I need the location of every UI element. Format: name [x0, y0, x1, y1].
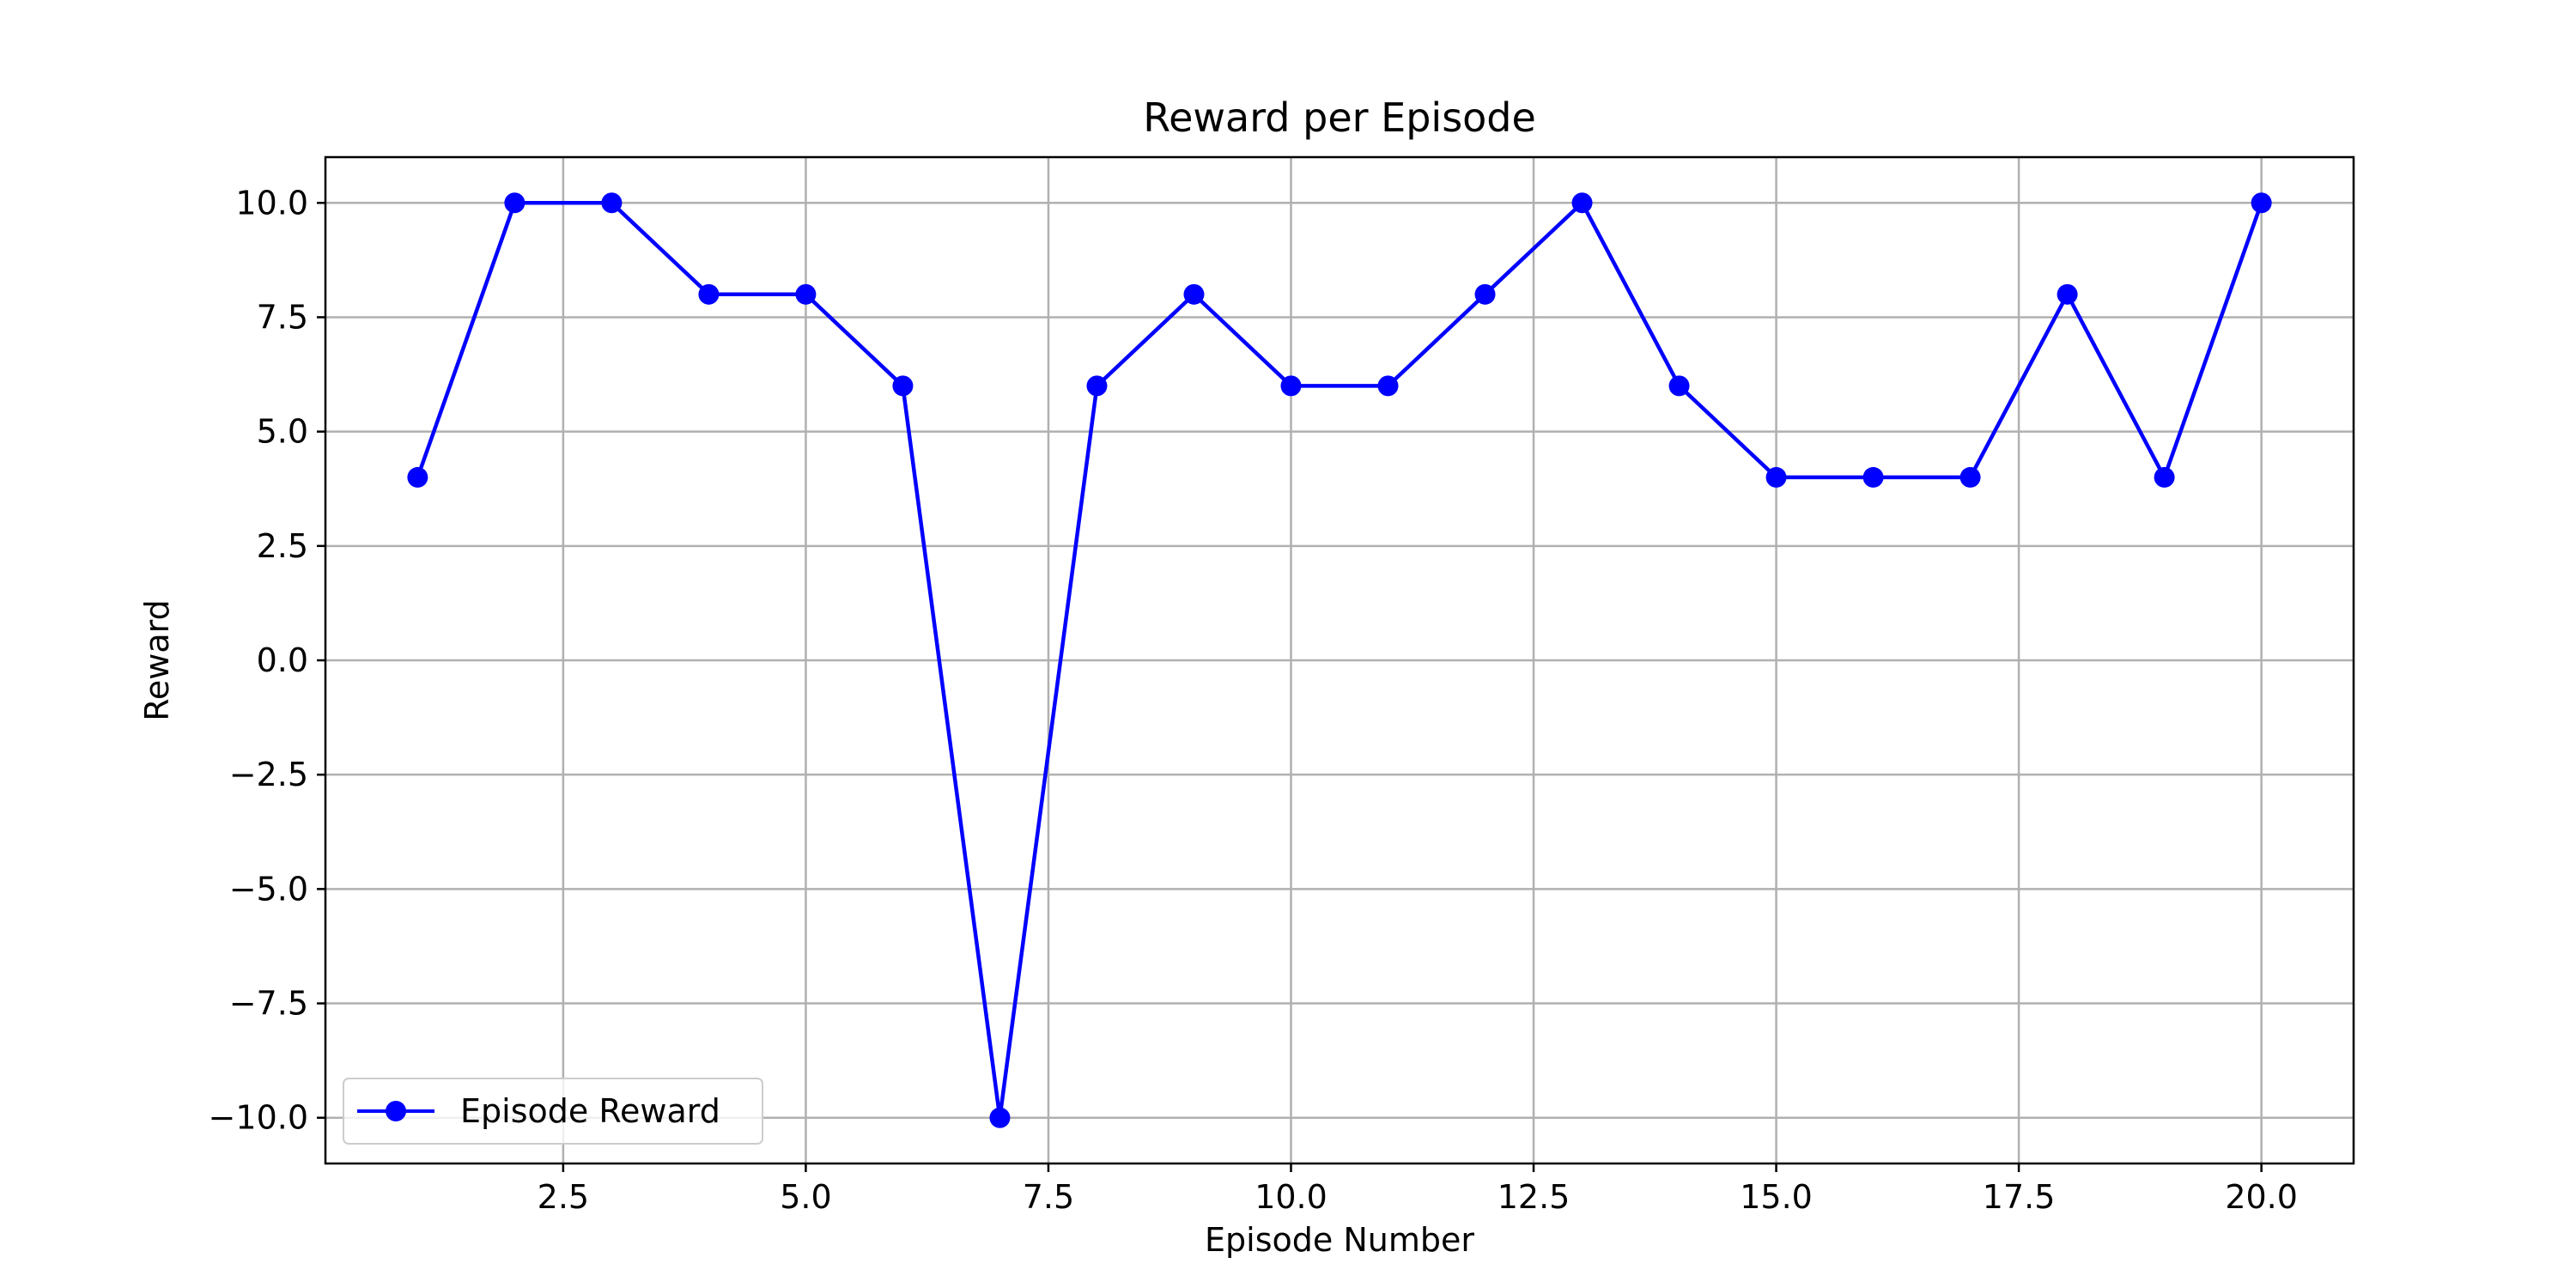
data-point-episode-20: [2251, 192, 2272, 214]
y-tick-label-3: −2.5: [229, 756, 308, 793]
data-point-episode-10: [1280, 375, 1302, 397]
data-point-episode-1: [407, 466, 428, 488]
x-tick-label-2: 7.5: [1023, 1178, 1074, 1216]
y-tick-label-7: 7.5: [257, 298, 308, 336]
data-point-episode-2: [504, 192, 526, 214]
x-tick-label-5: 15.0: [1740, 1178, 1813, 1216]
y-tick-label-2: −5.0: [229, 870, 308, 908]
legend-marker-sample: [386, 1101, 406, 1121]
y-tick-label-5: 2.5: [257, 527, 308, 565]
data-point-episode-11: [1377, 375, 1399, 397]
data-point-episode-18: [2057, 283, 2078, 305]
x-tick-label-4: 12.5: [1498, 1178, 1571, 1216]
data-point-episode-12: [1474, 283, 1496, 305]
x-tick-label-7: 20.0: [2225, 1178, 2298, 1216]
data-point-episode-5: [795, 283, 817, 305]
data-point-episode-9: [1183, 283, 1205, 305]
y-tick-label-1: −7.5: [229, 985, 308, 1023]
data-point-episode-17: [1959, 466, 1981, 488]
x-axis-ticks: 2.5 5.0 7.5 10.0 12.5 15.0 17.5 20.0: [538, 1163, 2298, 1216]
x-tick-label-1: 5.0: [780, 1178, 831, 1216]
y-tick-label-8: 10.0: [235, 184, 308, 222]
data-point-episode-6: [892, 375, 914, 397]
data-point-episode-16: [1862, 466, 1884, 488]
data-point-episode-3: [601, 192, 623, 214]
data-point-episode-13: [1571, 192, 1593, 214]
series-line-episode-reward: [416, 201, 2263, 1120]
data-point-episode-19: [2154, 466, 2175, 488]
x-axis-label: Episode Number: [1205, 1221, 1474, 1259]
legend-entry-episode-reward: Episode Reward: [460, 1092, 720, 1130]
x-tick-label-3: 10.0: [1255, 1178, 1327, 1216]
legend: Episode Reward: [343, 1078, 763, 1145]
data-point-episode-8: [1086, 375, 1108, 397]
data-point-episode-7: [989, 1107, 1011, 1128]
x-tick-label-6: 17.5: [1983, 1178, 2056, 1216]
data-point-episode-15: [1765, 466, 1787, 488]
y-axis-ticks: −10.0 −7.5 −5.0 −2.5 0.0 2.5 5.0 7.5 10.0: [209, 184, 325, 1137]
y-tick-label-6: 5.0: [257, 413, 308, 451]
y-axis-label: Reward: [138, 599, 176, 721]
series-layer: [407, 192, 2272, 1128]
y-tick-label-0: −10.0: [209, 1099, 308, 1137]
data-point-episode-14: [1668, 375, 1690, 397]
legend-box: [343, 1078, 763, 1145]
x-tick-label-0: 2.5: [538, 1178, 589, 1216]
chart-title: Reward per Episode: [1143, 94, 1536, 141]
y-tick-label-4: 0.0: [257, 641, 308, 679]
data-point-episode-4: [698, 283, 720, 305]
